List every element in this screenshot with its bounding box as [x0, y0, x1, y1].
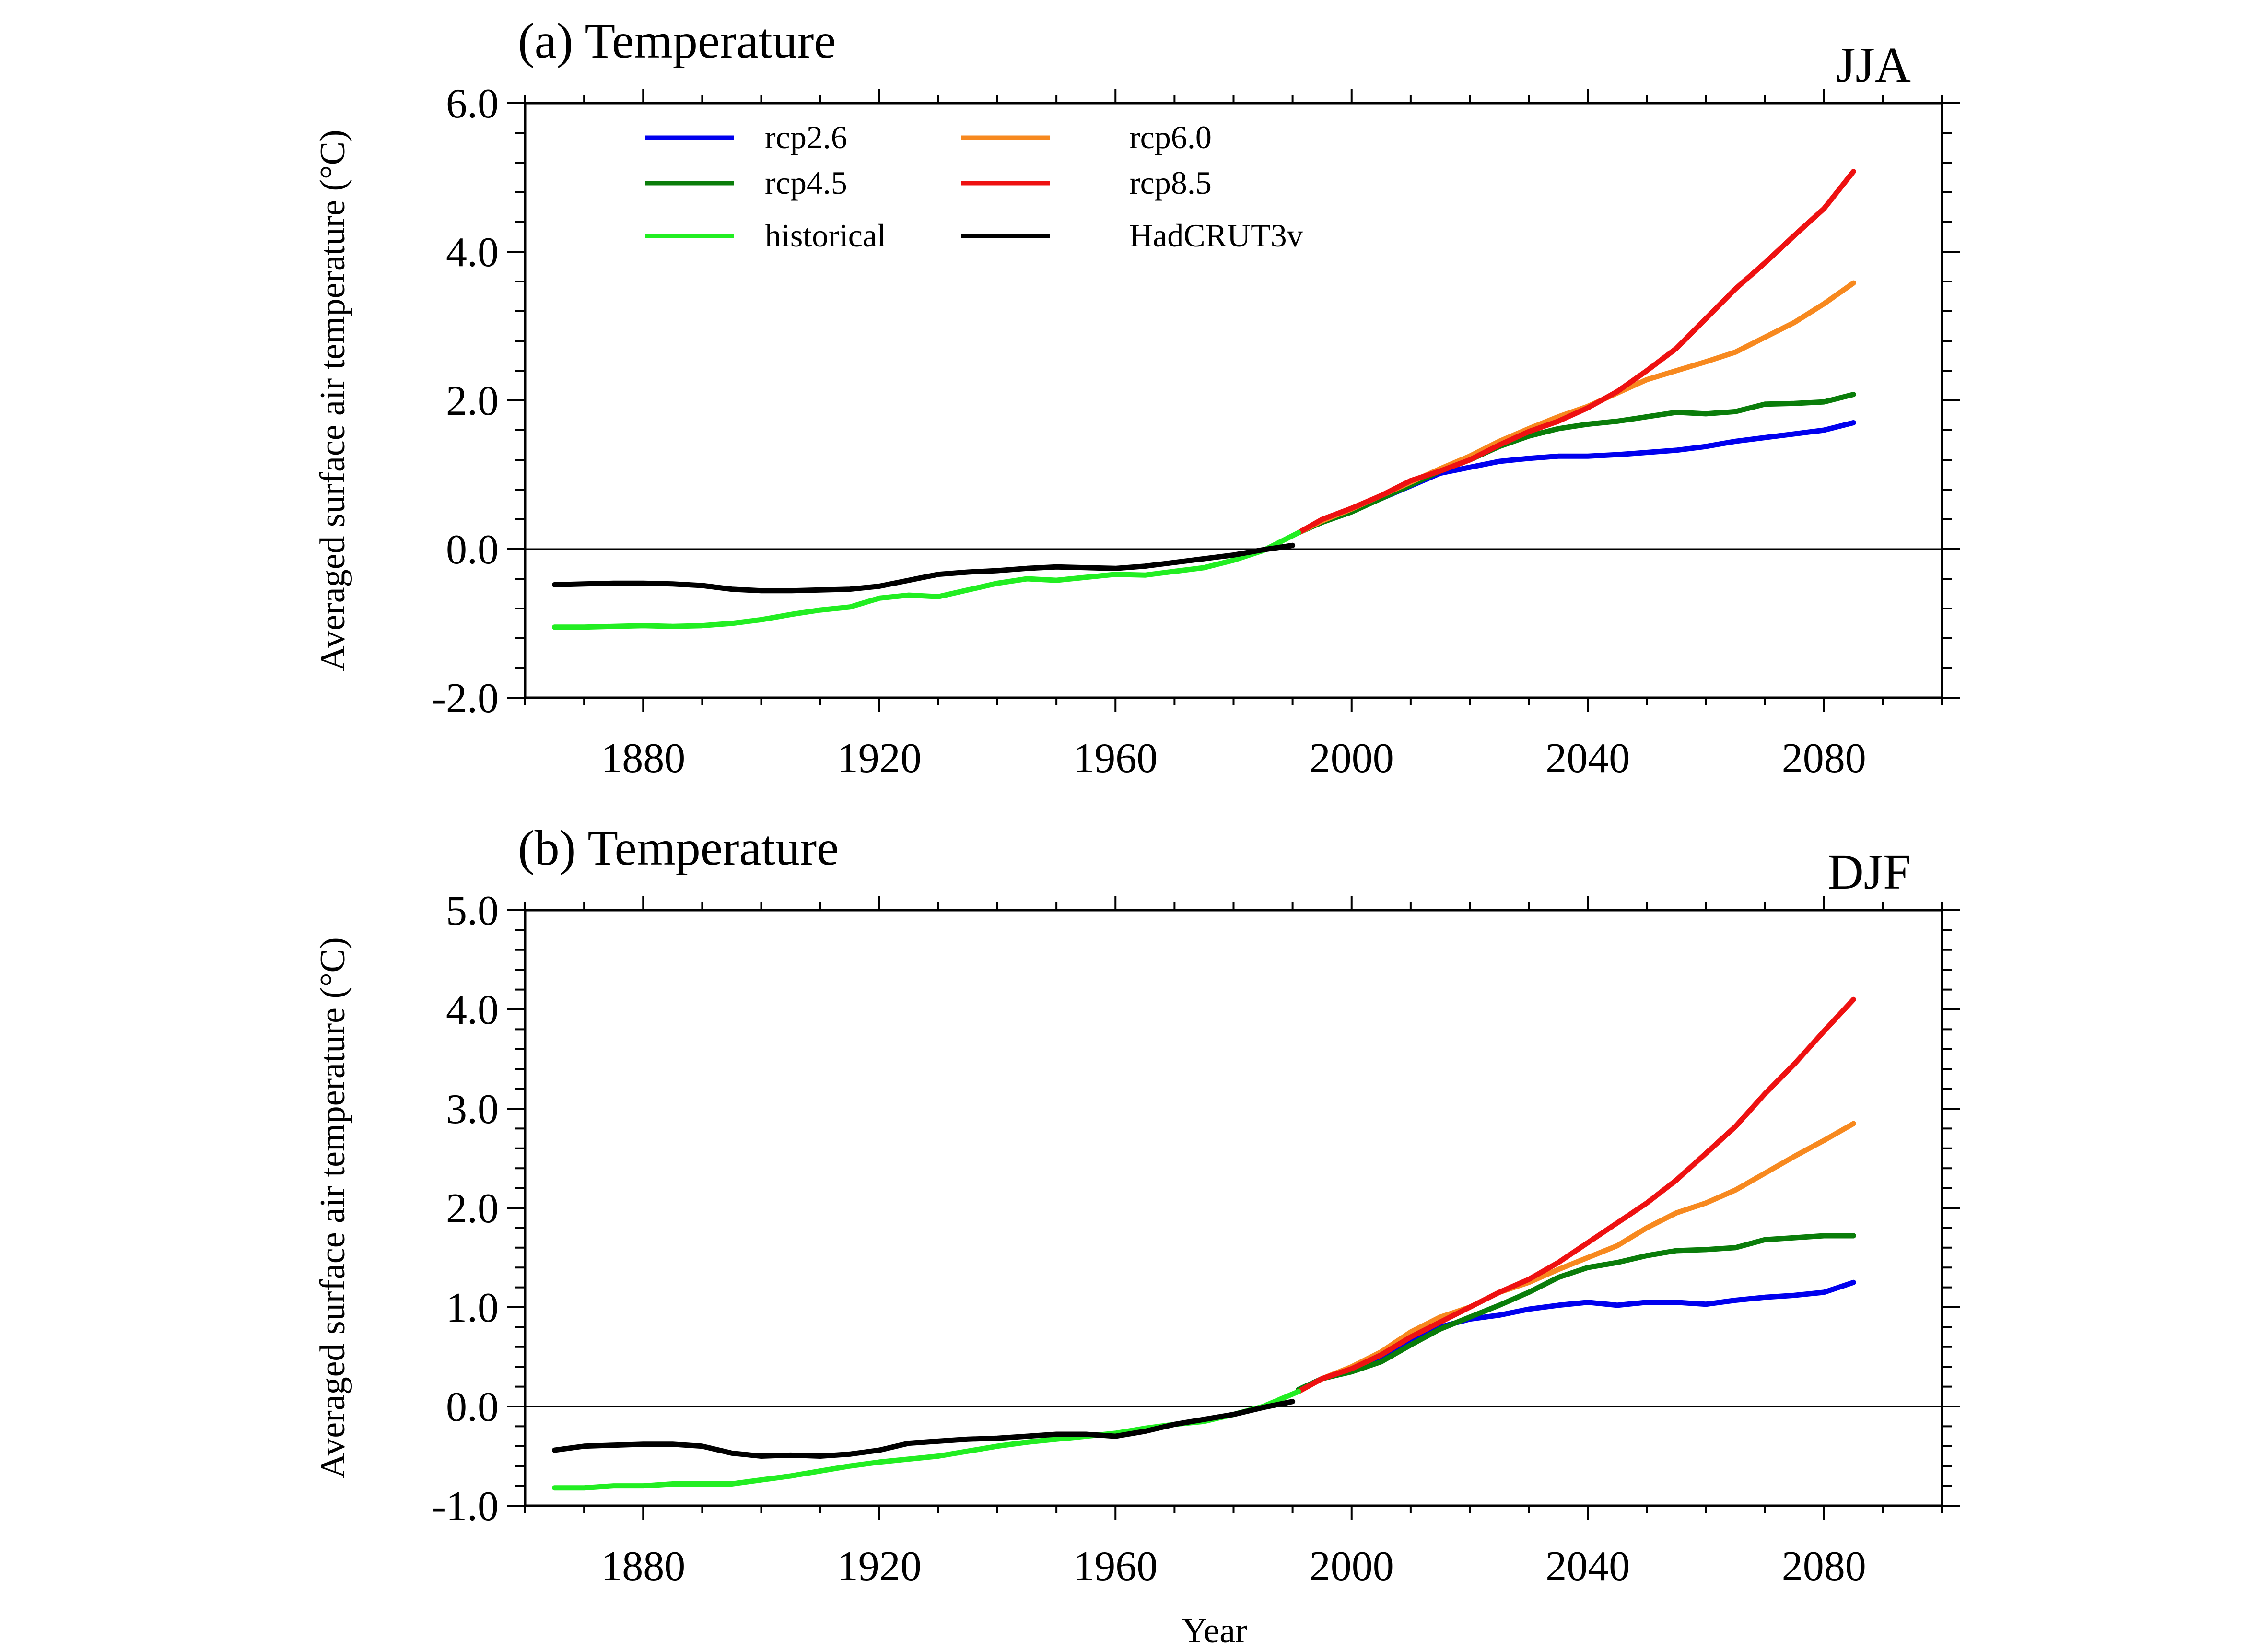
- y-tick-label: 4.0: [446, 987, 499, 1033]
- series-line-rcp45: [1296, 1233, 1856, 1393]
- plot-frame: [524, 909, 1943, 1507]
- y-axis-label: Averaged surface air temperature (°C): [313, 937, 352, 1478]
- y-tick-label: 0.0: [446, 527, 499, 573]
- legend-label: historical: [765, 217, 886, 254]
- x-tick-label: 1920: [837, 1543, 922, 1590]
- panel-djf: (b) Temperature DJF 1880 1920 1960 2000 2040 20…: [313, 820, 1960, 1651]
- legend-label: HadCRUT3v: [1129, 217, 1303, 254]
- x-tick-label: 1960: [1073, 735, 1158, 782]
- series-line-hadcrut3v: [552, 1399, 1296, 1459]
- series-line-hadcrut3v: [552, 542, 1296, 594]
- x-tick-label: 2040: [1545, 1543, 1630, 1590]
- y-tick-label: 1.0: [446, 1285, 499, 1331]
- series-line-rcp85: [1296, 169, 1856, 536]
- x-tick-label: 2040: [1545, 735, 1630, 782]
- y-tick-label: 3.0: [446, 1086, 499, 1133]
- y-tick-label: 2.0: [446, 378, 499, 424]
- series-line-rcp26: [1296, 420, 1856, 536]
- series-line-rcp26: [1296, 1279, 1856, 1393]
- y-tick-label: 5.0: [446, 888, 499, 934]
- legend-label: rcp2.6: [765, 119, 847, 155]
- y-tick-label: 4.0: [446, 229, 499, 276]
- series-line-rcp85: [1296, 996, 1856, 1394]
- season-label: JJA: [1836, 37, 1911, 93]
- panel-jja: (a) Temperature JJA 1880 1920 1960 2000 2040 20…: [313, 13, 1960, 782]
- y-tick-label: -2.0: [432, 675, 499, 722]
- y-tick-label: 6.0: [446, 81, 499, 127]
- legend-label: rcp6.0: [1129, 119, 1212, 155]
- legend: rcp2.6 rcp6.0 rcp4.5 rcp8.5 historical HadCRU…: [645, 119, 1303, 254]
- y-axis-label: Averaged surface air temperature (°C): [313, 129, 352, 671]
- panel-title: (b) Temperature: [518, 820, 839, 876]
- plot-frame: [524, 102, 1943, 699]
- y-tick-label: 2.0: [446, 1185, 499, 1232]
- series-line-rcp60: [1296, 1121, 1856, 1394]
- x-tick-label: 2000: [1310, 735, 1394, 782]
- x-tick-label: 1880: [601, 735, 685, 782]
- legend-label: rcp8.5: [1129, 164, 1212, 201]
- series-line-rcp45: [1296, 392, 1856, 536]
- x-tick-label: 2080: [1782, 735, 1866, 782]
- x-tick-label: 1960: [1073, 1543, 1158, 1590]
- x-tick-label: 2080: [1782, 1543, 1866, 1590]
- x-axis-label: Year: [1182, 1611, 1247, 1651]
- x-tick-label: 1920: [837, 735, 922, 782]
- y-tick-label: 0.0: [446, 1384, 499, 1430]
- legend-label: rcp4.5: [765, 164, 847, 201]
- x-tick-label: 1880: [601, 1543, 685, 1590]
- x-tick-label: 2000: [1310, 1543, 1394, 1590]
- season-label: DJF: [1828, 844, 1911, 900]
- series-line-historical: [552, 530, 1301, 630]
- y-tick-label: -1.0: [432, 1483, 499, 1530]
- panel-title: (a) Temperature: [518, 13, 836, 69]
